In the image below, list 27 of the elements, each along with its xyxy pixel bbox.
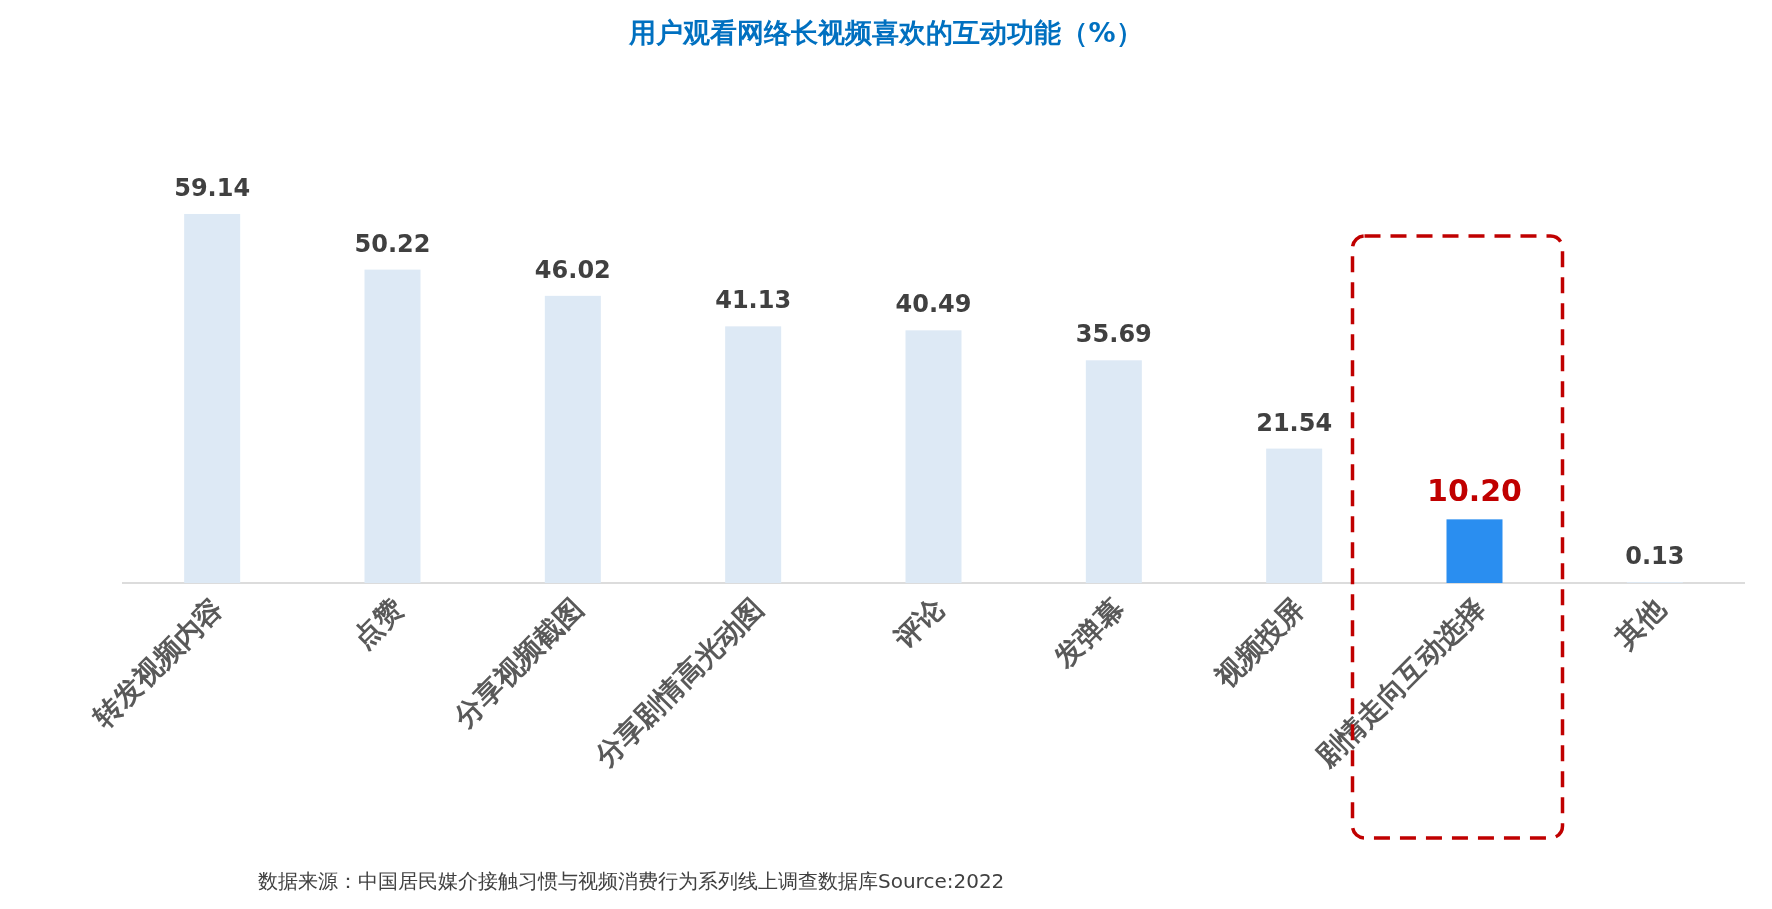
x-tick-label: 其他 xyxy=(1608,590,1673,656)
bar xyxy=(1446,519,1503,583)
data-label: 10.20 xyxy=(1427,473,1522,509)
x-tick-label: 分享剧情高光动图 xyxy=(587,591,771,775)
bar xyxy=(364,269,421,583)
x-tick-label: 评论 xyxy=(886,590,952,656)
bar xyxy=(1266,448,1323,583)
data-label: 46.02 xyxy=(534,255,611,284)
chart-title: 用户观看网络长视频喜欢的互动功能（%） xyxy=(628,17,1143,48)
x-tick-label: 分享视频截图 xyxy=(446,591,590,735)
x-tick-label: 视频投屏 xyxy=(1207,591,1312,695)
data-label: 35.69 xyxy=(1075,320,1152,349)
bar xyxy=(184,213,241,583)
data-label: 21.54 xyxy=(1256,408,1333,437)
bar xyxy=(1085,360,1142,583)
x-tick-label: 转发视频内容 xyxy=(86,591,230,735)
x-tick-label: 点赞 xyxy=(346,591,410,655)
bar xyxy=(725,326,782,583)
data-label: 41.13 xyxy=(715,286,792,315)
bar xyxy=(905,330,962,583)
x-tick-label: 发弹幕 xyxy=(1047,591,1131,676)
bar xyxy=(544,295,601,583)
data-label: 40.49 xyxy=(895,290,972,319)
data-label: 50.22 xyxy=(354,229,431,258)
data-label: 0.13 xyxy=(1625,542,1685,571)
source-note: 数据来源：中国居民媒介接触习惯与视频消费行为系列线上调查数据库Source:2022 xyxy=(258,869,1005,893)
data-label: 59.14 xyxy=(174,173,251,202)
